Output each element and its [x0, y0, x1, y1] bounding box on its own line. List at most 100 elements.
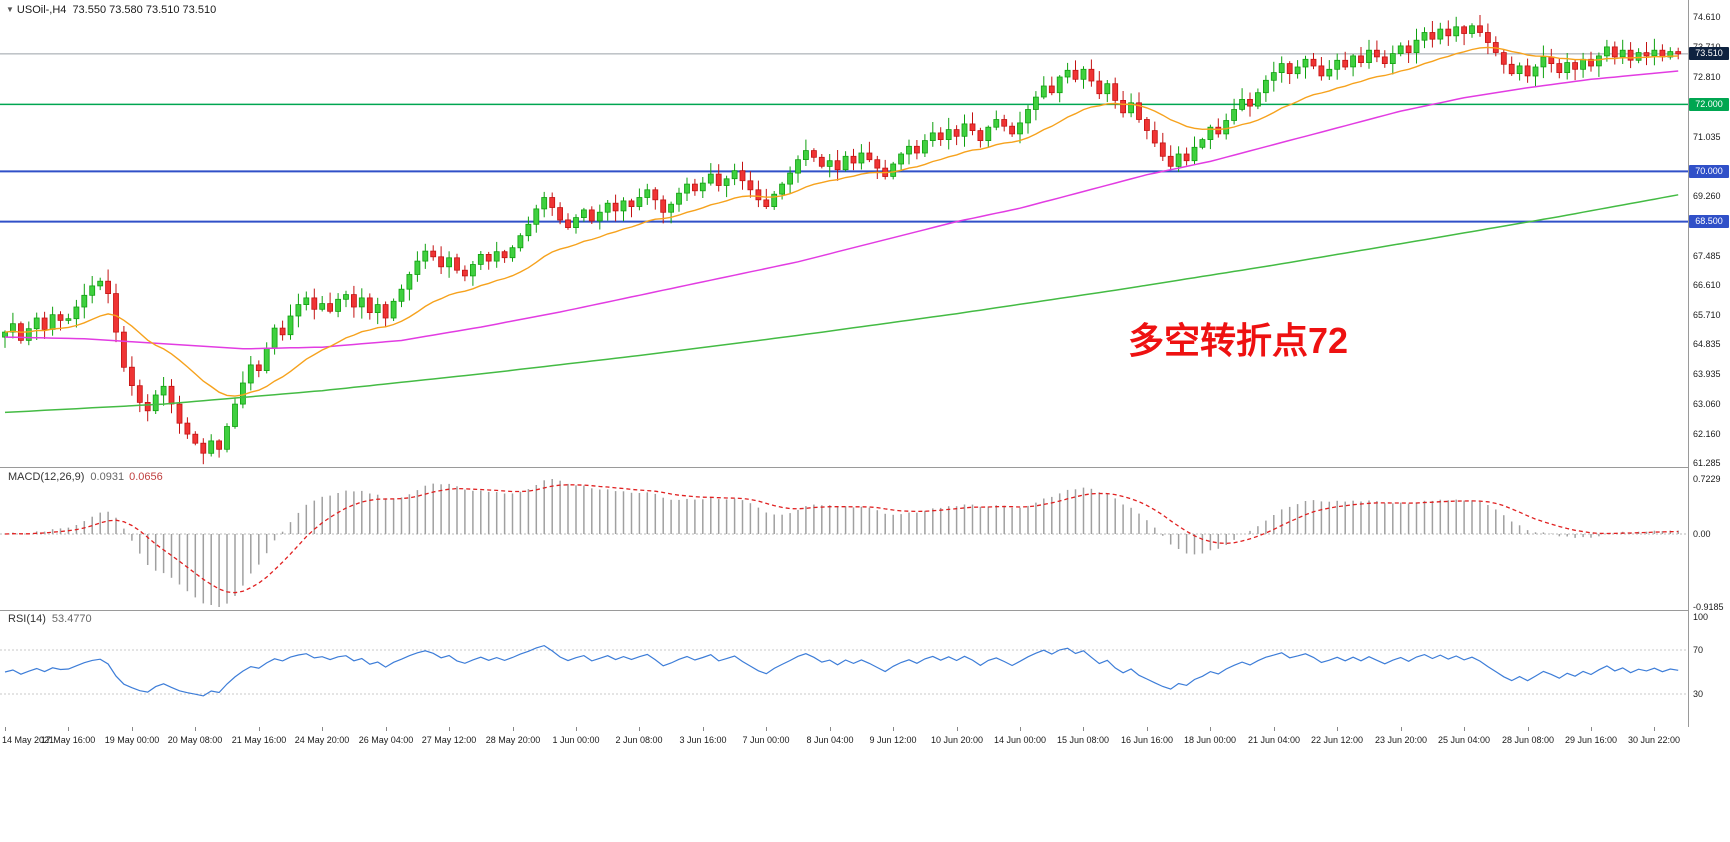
- price-scale-separator: [1688, 0, 1689, 760]
- candle-body: [1381, 56, 1388, 65]
- candle-body: [581, 209, 587, 218]
- candle-body: [739, 170, 746, 182]
- price-scale[interactable]: 74.61073.71072.81071.03569.26067.48566.6…: [1689, 0, 1730, 760]
- candle-body: [636, 197, 643, 207]
- level-price-badge: 70.000: [1689, 165, 1729, 178]
- candle-body: [834, 160, 841, 171]
- macd-signal-line: [4, 484, 1679, 594]
- candle-body: [731, 170, 738, 180]
- candle-body: [1651, 49, 1658, 57]
- candle-body: [303, 297, 310, 305]
- time-tick: [1020, 727, 1021, 731]
- candle-body: [969, 123, 976, 132]
- candle-body: [65, 318, 72, 321]
- rsi-indicator-label: RSI(14) 53.4770: [8, 613, 92, 625]
- candle-body: [176, 403, 183, 424]
- candle-body: [1611, 46, 1618, 58]
- candle-body: [747, 180, 754, 191]
- candle-body: [398, 288, 405, 302]
- time-axis-label: 26 May 04:00: [358, 735, 414, 745]
- candle-body: [596, 211, 603, 222]
- price-pane[interactable]: [0, 0, 1688, 467]
- candle-body: [977, 130, 984, 142]
- time-axis-label: 9 Jun 12:00: [869, 735, 917, 745]
- candle-body: [779, 183, 785, 195]
- time-scale[interactable]: 14 May 2021 17 May 16:00 19 May 00:00 20 Ma…: [0, 727, 1730, 760]
- candle-body: [755, 189, 762, 201]
- candle-body: [612, 202, 619, 212]
- candle-body: [803, 150, 809, 161]
- candle-body: [1191, 146, 1198, 162]
- time-tick: [766, 727, 767, 731]
- candle-body: [1286, 63, 1293, 74]
- candle-body: [1437, 28, 1444, 40]
- candle-body: [906, 145, 912, 155]
- price-axis-label: 63.060: [1693, 399, 1721, 409]
- candle-body: [1088, 68, 1095, 82]
- candle-body: [549, 197, 556, 208]
- candle-body: [541, 197, 548, 210]
- candle-body: [1572, 62, 1578, 70]
- candle-body: [517, 235, 524, 249]
- time-axis-label: 21 May 16:00: [231, 735, 287, 745]
- candle-body: [1310, 58, 1317, 67]
- macd-main-value: 0.0931: [90, 471, 125, 483]
- candle-body: [1350, 55, 1356, 68]
- candle-body: [89, 285, 96, 296]
- price-axis-label: 63.935: [1693, 369, 1721, 379]
- candle-body: [1667, 51, 1674, 58]
- candle-body: [1334, 59, 1341, 70]
- candle-body: [818, 156, 825, 167]
- candle-body: [588, 209, 595, 222]
- ma-slow-green-line: [4, 194, 1679, 414]
- candle-body: [160, 385, 167, 396]
- candle-body: [311, 297, 318, 310]
- candle-body: [1207, 126, 1214, 140]
- candle-body: [1366, 49, 1372, 64]
- candle-body: [842, 155, 849, 171]
- candle-body: [1580, 58, 1586, 70]
- time-axis-label: 2 Jun 08:00: [615, 735, 663, 745]
- candle-body: [1627, 49, 1634, 61]
- candle-body: [1389, 53, 1396, 64]
- current-price-badge: 73.510: [1689, 47, 1729, 60]
- ohlc-values: 73.550 73.580 73.510 73.510: [72, 4, 217, 16]
- macd-pane[interactable]: [0, 468, 1688, 610]
- time-axis-label: 3 Jun 16:00: [679, 735, 727, 745]
- candle-body: [1374, 49, 1380, 58]
- symbol-marker-icon: ▼: [6, 5, 14, 14]
- candle-body: [1461, 26, 1467, 34]
- candle-body: [874, 159, 881, 169]
- time-tick: [1464, 727, 1465, 731]
- candle-body: [763, 199, 770, 207]
- rsi-pane[interactable]: [0, 611, 1688, 727]
- candle-body: [1278, 63, 1285, 73]
- time-tick: [1147, 727, 1148, 731]
- time-axis-label: 22 Jun 12:00: [1310, 735, 1364, 745]
- candle-body: [113, 293, 119, 333]
- candle-body: [858, 152, 865, 164]
- candle-body: [1270, 72, 1277, 81]
- price-axis-label: 72.810: [1693, 72, 1721, 82]
- candle-body: [192, 433, 199, 444]
- candle-body: [660, 199, 667, 213]
- candle-body: [1453, 26, 1460, 37]
- time-tick: [5, 727, 6, 731]
- candle-body: [826, 160, 833, 167]
- pane-separator[interactable]: [0, 467, 1730, 468]
- candle-body: [1040, 85, 1047, 98]
- candle-body: [1239, 99, 1245, 110]
- candle-body: [239, 382, 246, 405]
- candle-body: [382, 304, 389, 319]
- price-axis-label: 71.035: [1693, 132, 1721, 142]
- candle-body: [1524, 65, 1531, 77]
- pane-separator[interactable]: [0, 610, 1730, 611]
- level-price-badge: 68.500: [1689, 215, 1729, 228]
- time-axis-label: 25 Jun 04:00: [1437, 735, 1491, 745]
- candle-body: [25, 328, 32, 341]
- candle-body: [850, 155, 857, 164]
- candle-body: [692, 183, 698, 192]
- macd-name: MACD(12,26,9): [8, 471, 85, 483]
- candle-body: [604, 202, 611, 213]
- candle-body: [1588, 58, 1594, 67]
